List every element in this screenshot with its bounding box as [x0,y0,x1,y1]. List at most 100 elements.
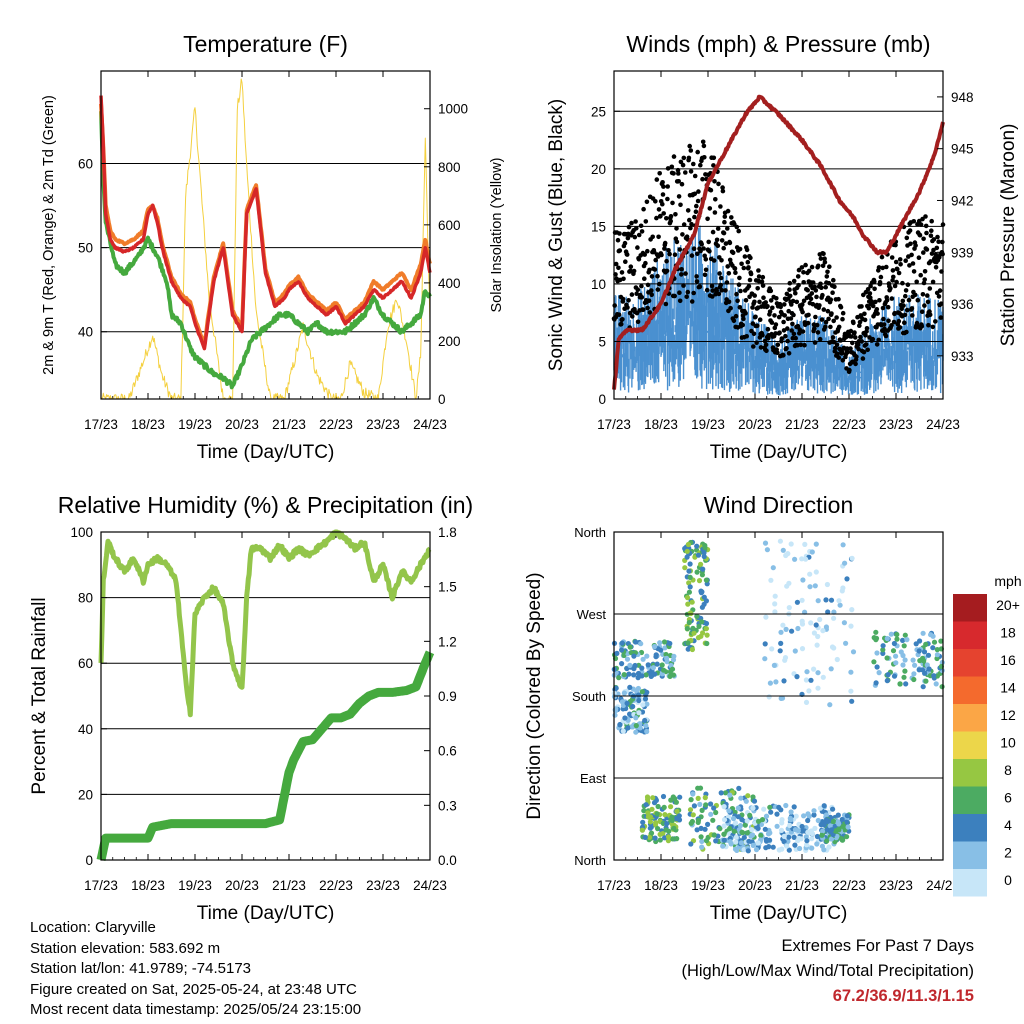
direction-point [831,818,837,825]
direction-point [633,715,639,721]
gust-point [770,305,775,311]
direction-point [791,834,797,841]
gust-point [666,248,671,253]
direction-point [750,842,756,849]
gust-point [716,181,721,187]
gust-point [615,237,621,243]
y-tick-label: 80 [78,591,93,606]
gust-point [795,274,801,279]
gust-point [713,291,718,297]
direction-point [620,728,626,734]
direction-point [643,672,649,678]
gust-point [838,304,844,310]
gust-point [640,307,646,313]
direction-point [661,667,667,673]
direction-point [934,647,940,653]
gust-point [793,335,798,341]
gust-point [658,213,663,219]
x-tick-label: 21/23 [785,878,819,893]
direction-point [763,813,770,819]
direction-point [931,639,938,645]
direction-point [622,715,628,721]
gust-point [668,218,673,224]
gust-point [878,274,884,280]
direction-point [733,834,739,840]
gust-point [929,218,934,224]
direction-point [799,597,805,603]
gust-point [799,265,805,270]
direction-point [652,835,658,841]
gust-point [865,287,871,292]
gust-point [800,309,805,315]
y2-tick-label: 942 [951,193,974,208]
direction-point [627,684,633,691]
gust-point [836,355,842,360]
direction-point [688,797,694,803]
direction-point [662,812,668,818]
direction-point [773,679,779,685]
direction-point [804,669,810,675]
direction-point [666,828,672,834]
gust-point [798,342,804,348]
gust-point [634,226,639,231]
gust-point [704,287,710,293]
gust-point [852,330,857,335]
extremes-title: Extremes For Past 7 Days [781,937,974,955]
gust-point [879,254,885,260]
gust-point [626,224,632,230]
colorbar-swatch [953,594,987,622]
gust-point [874,307,880,312]
direction-point [684,548,690,554]
direction-point [635,685,642,692]
gust-point [662,240,668,246]
gust-point [812,326,817,331]
direction-point [778,629,784,635]
gust-point [825,269,830,275]
direction-point [926,666,932,672]
gust-point [891,319,897,325]
direction-point [699,619,705,625]
direction-point [685,541,692,548]
gust-point [624,252,630,257]
gust-point [643,219,649,224]
direction-point [669,666,676,672]
direction-point [761,806,767,812]
gust-point [870,303,876,309]
gust-point [755,323,760,329]
direction-point [647,819,654,825]
gust-point [907,228,913,233]
direction-point [885,672,891,678]
colorbar-label: 10 [1000,735,1016,751]
gust-point [790,321,795,327]
gust-point [622,240,628,246]
direction-point [874,664,880,670]
gust-point [900,280,905,286]
direction-point [815,670,821,676]
gust-point [791,331,797,337]
gust-point [616,265,621,271]
direction-point [904,637,910,643]
gust-point [699,242,704,247]
gust-point [925,299,931,305]
gust-point [929,228,934,233]
direction-point [674,836,680,842]
direction-point [750,832,756,838]
gust-point [868,283,873,289]
direction-point [703,838,710,844]
direction-point [647,825,653,831]
gust-point [821,251,826,257]
colorbar-label: 18 [1000,625,1016,641]
extremes-subtitle: (High/Low/Max Wind/Total Precipitation) [681,962,974,980]
gust-point [645,282,651,288]
direction-point [733,839,739,845]
direction-point [776,804,782,811]
direction-point [783,626,789,633]
direction-point [664,821,670,827]
gust-point [649,292,654,298]
gust-point [737,275,742,281]
gust-point [756,268,761,273]
direction-point [755,818,762,825]
gust-point [681,155,687,161]
gust-point [695,149,700,155]
direction-point [759,817,766,823]
